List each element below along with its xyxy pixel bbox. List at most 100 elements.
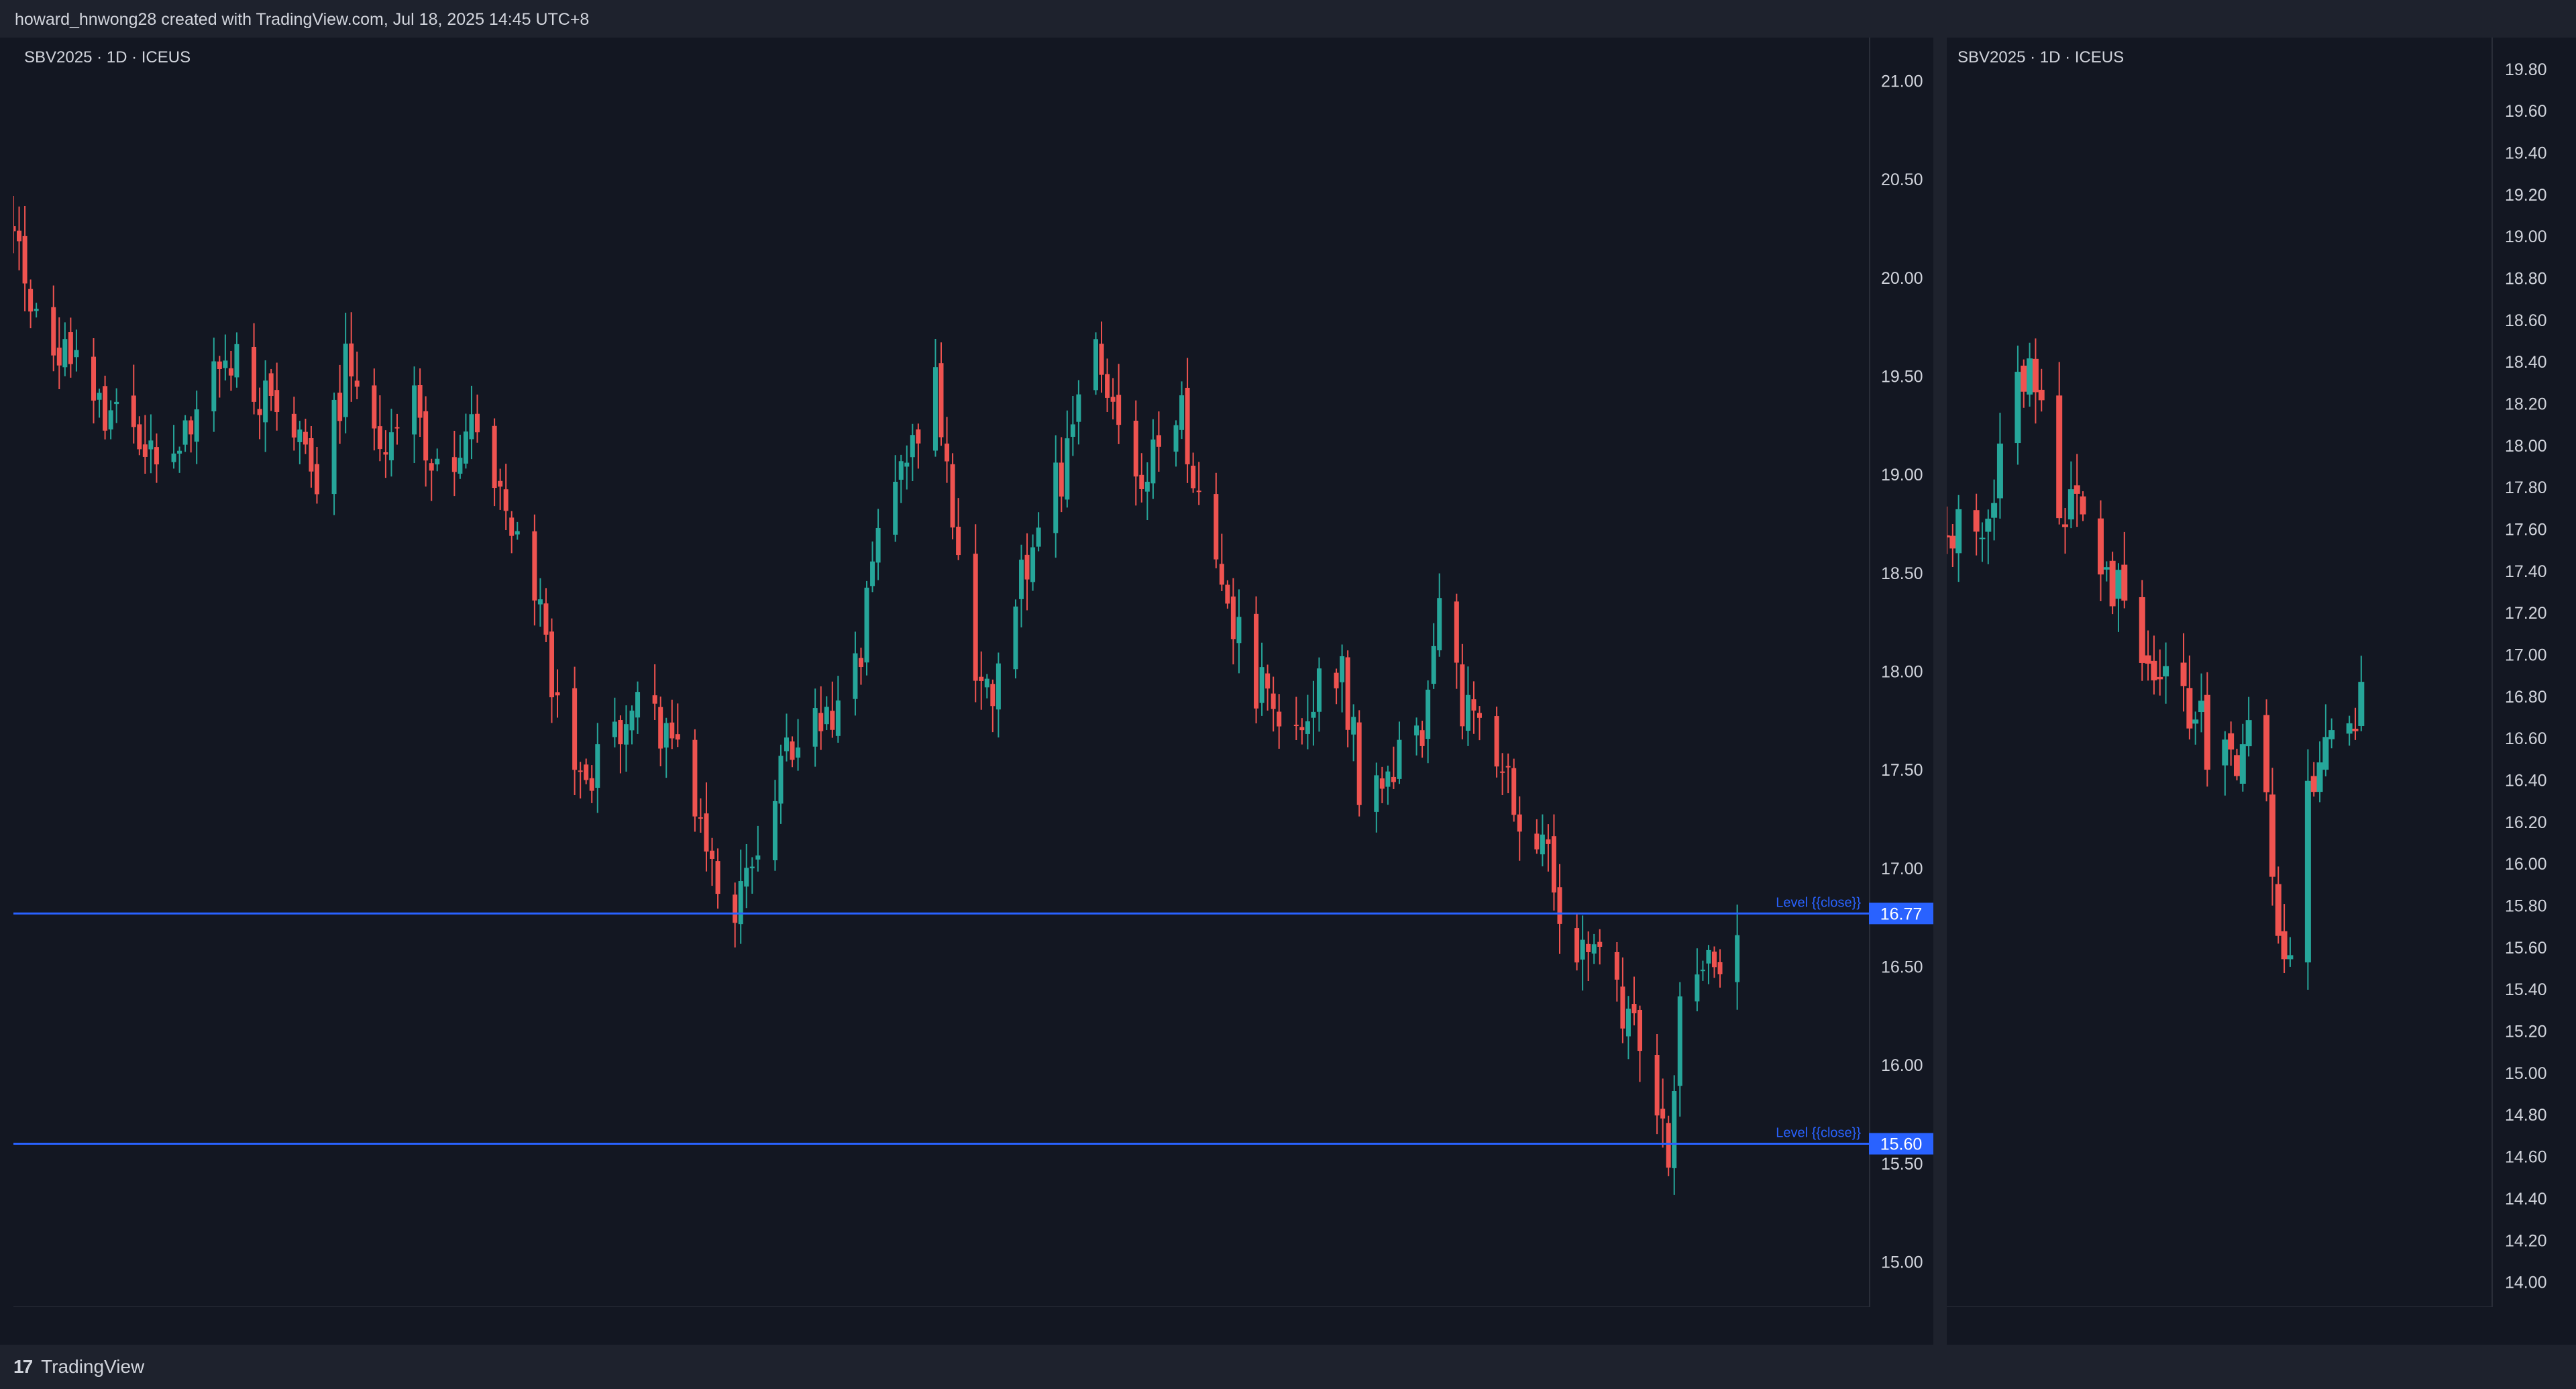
candle-body xyxy=(171,453,176,462)
candle-body xyxy=(51,307,56,356)
candle-body xyxy=(1030,547,1036,582)
level-price-label: 16.77 xyxy=(1880,905,1923,923)
y-tick-label: 16.20 xyxy=(2505,813,2547,832)
candle-body xyxy=(1356,722,1362,805)
candle-body xyxy=(1505,766,1511,768)
candle-body xyxy=(2038,389,2045,401)
candle-body xyxy=(1717,962,1723,974)
candle-body xyxy=(1070,424,1075,437)
candles-group xyxy=(1947,338,2365,990)
candle-body xyxy=(1265,673,1271,689)
candle-body xyxy=(97,393,102,400)
candle-body xyxy=(932,367,938,451)
candle-body xyxy=(945,444,950,462)
candle-body xyxy=(2228,733,2235,750)
y-tick-label: 17.50 xyxy=(1881,761,1923,780)
candle-body xyxy=(377,426,382,450)
candle-body xyxy=(830,711,835,730)
candle-body xyxy=(2263,715,2270,792)
zoom-price-axis[interactable]: 19.80 19.60 19.40 19.20 19.00 18.80 18.60 18.40… xyxy=(2491,38,2563,1307)
candle-body xyxy=(223,360,228,368)
candle-body xyxy=(1230,597,1236,639)
candle-body xyxy=(177,450,182,454)
candle-body xyxy=(990,684,996,707)
candle-body xyxy=(2186,688,2193,729)
candle-body xyxy=(1156,435,1161,447)
candle-body xyxy=(658,707,663,749)
main-chart-pane[interactable]: SBV2025 · 1D · ICEUS OctNovDec2025FebMar… xyxy=(13,38,1870,1307)
candle-body xyxy=(189,420,194,435)
candle-body xyxy=(1185,387,1190,464)
candle-body xyxy=(154,447,159,465)
candle-body xyxy=(1735,935,1740,982)
candle-body xyxy=(394,427,400,429)
candle-body xyxy=(612,721,617,737)
candle-body xyxy=(492,425,497,488)
y-tick-label: 18.20 xyxy=(2505,395,2547,413)
candle-body xyxy=(1546,839,1551,844)
candle-body xyxy=(1586,943,1591,952)
candle-body xyxy=(435,458,440,465)
candle-body xyxy=(354,380,360,387)
y-tick-label: 16.40 xyxy=(2505,772,2547,790)
zoom-chart-svg[interactable]: JunJulAug xyxy=(1947,38,2491,1307)
y-tick-label: 16.00 xyxy=(1881,1056,1923,1075)
y-tick-label: 18.80 xyxy=(2505,269,2547,288)
candle-body xyxy=(1099,344,1104,375)
candle-body xyxy=(1219,564,1224,585)
candle-body xyxy=(257,409,262,415)
main-price-axis[interactable]: 21.00 20.50 20.00 19.50 19.00 18.50 18.00 17.50… xyxy=(1869,38,1933,1307)
candle-body xyxy=(629,711,635,731)
candle-body xyxy=(1259,667,1265,703)
candle-body xyxy=(56,348,62,366)
y-tick-label: 15.80 xyxy=(2505,897,2547,916)
candle-body xyxy=(1397,739,1402,779)
main-chart-svg[interactable]: OctNovDec2025FebMarAprMayJunJulAugLevel … xyxy=(13,38,1869,1307)
y-tick-label: 18.40 xyxy=(2505,353,2547,372)
candle-body xyxy=(1540,834,1545,855)
candle-body xyxy=(1654,1054,1660,1116)
candle-body xyxy=(1271,693,1276,709)
candle-body xyxy=(2103,567,2110,570)
candle-body xyxy=(234,344,239,378)
candle-body xyxy=(1345,657,1350,730)
candle-body xyxy=(1254,613,1259,709)
candle-body xyxy=(2239,744,2246,784)
candle-body xyxy=(1949,535,1956,549)
candle-body xyxy=(2310,776,2317,792)
candle-body xyxy=(1419,730,1425,746)
candle-body xyxy=(62,339,68,368)
y-tick-label: 18.00 xyxy=(1881,663,1923,682)
zoom-chart-pane[interactable]: SBV2025 · 1D · ICEUS JunJulAug xyxy=(1947,38,2493,1307)
candle-body xyxy=(2222,739,2229,766)
candle-body xyxy=(1133,420,1138,477)
candle-body xyxy=(412,385,417,435)
y-tick-label: 16.60 xyxy=(2505,729,2547,748)
candle-body xyxy=(2198,701,2205,713)
pane-divider[interactable] xyxy=(1933,38,1947,1345)
y-tick-label: 16.50 xyxy=(1881,958,1923,977)
candle-body xyxy=(423,411,429,461)
candle-body xyxy=(1979,537,1986,539)
candle-body xyxy=(1460,664,1465,727)
candle-body xyxy=(217,361,222,369)
candle-body xyxy=(458,458,463,474)
y-tick-label: 14.40 xyxy=(2505,1190,2547,1208)
candle-body xyxy=(463,431,468,464)
tradingview-logo-icon: 17 xyxy=(13,1356,33,1377)
candle-body xyxy=(1677,996,1682,1086)
candle-body xyxy=(1191,466,1196,488)
candle-body xyxy=(704,813,709,852)
candle-body xyxy=(1947,535,1950,537)
candle-body xyxy=(268,373,274,396)
candle-body xyxy=(979,676,984,681)
candle-body xyxy=(74,350,79,358)
candle-body xyxy=(1620,986,1625,1029)
candle-body xyxy=(1305,721,1310,734)
candle-body xyxy=(509,517,515,536)
y-tick-label: 15.00 xyxy=(2505,1064,2547,1083)
level-price-badge xyxy=(1869,903,1933,925)
candle-body xyxy=(343,344,348,417)
candle-body xyxy=(309,438,314,472)
candle-body xyxy=(1437,598,1442,651)
